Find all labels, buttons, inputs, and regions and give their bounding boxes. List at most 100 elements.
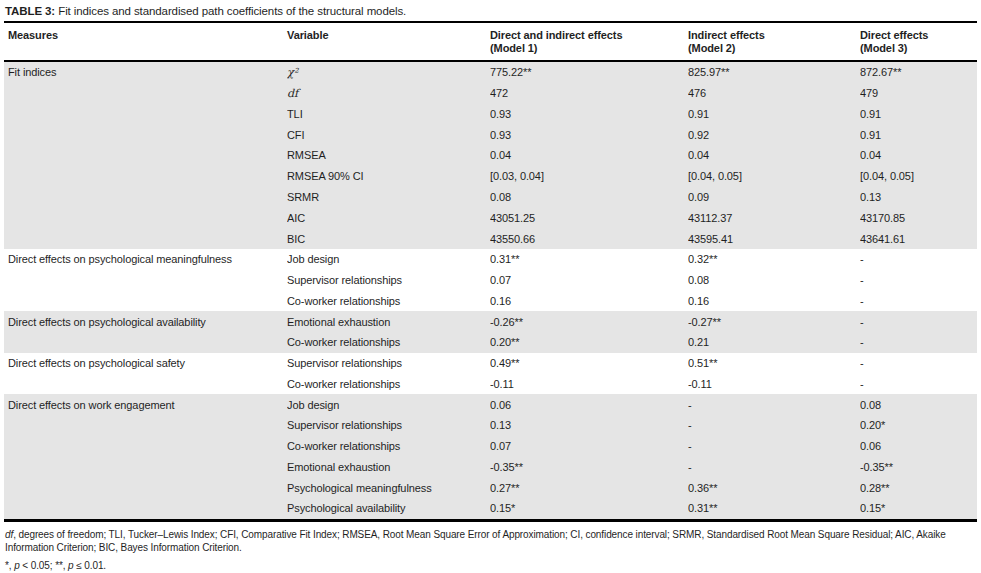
variable-cell: Job design	[287, 399, 490, 411]
column-header-model1: Direct and indirect effects (Model 1)	[490, 29, 688, 55]
model3-value: -	[860, 295, 977, 307]
measure-cell: Direct effects on psychological meaningf…	[8, 253, 287, 265]
model1-value: 775.22**	[490, 66, 688, 78]
table-row: Direct effects on psychological meaningf…	[4, 249, 977, 270]
model1-value: 0.08	[490, 191, 688, 203]
model1-value: 0.04	[490, 149, 688, 161]
model3-value: 0.06	[860, 440, 977, 452]
variable-cell: Psychological availability	[287, 502, 490, 514]
model1-value: 43051.25	[490, 212, 688, 224]
table-number-label: TABLE 3:	[5, 5, 55, 17]
variable-cell: Job design	[287, 253, 490, 265]
model2-value: 0.09	[688, 191, 860, 203]
table-row: Direct effects on work engagementJob des…	[4, 394, 977, 415]
table-row: Co-worker relationships0.20**0.21-	[4, 332, 977, 353]
model1-value: 43550.66	[490, 233, 688, 245]
variable-cell: TLI	[287, 108, 490, 120]
model3-value: 43170.85	[860, 212, 977, 224]
column-header-model3: Direct effects (Model 3)	[860, 29, 977, 55]
model1-value: 0.93	[490, 129, 688, 141]
model3-value: 43641.61	[860, 233, 977, 245]
model2-value: 0.92	[688, 129, 860, 141]
model3-value: 0.20*	[860, 419, 977, 431]
table-row: Direct effects on psychological safetySu…	[4, 353, 977, 374]
model2-value: 0.31**	[688, 502, 860, 514]
table-title: TABLE 3: Fit indices and standardised pa…	[4, 3, 977, 23]
variable-cell: Co-worker relationships	[287, 295, 490, 307]
variable-cell: BIC	[287, 233, 490, 245]
column-header-variable: Variable	[287, 29, 490, 55]
variable-cell: RMSEA 90% CI	[287, 170, 490, 182]
model2-value: 0.16	[688, 295, 860, 307]
model1-value: 0.49**	[490, 357, 688, 369]
model3-value: 0.91	[860, 108, 977, 120]
column-header-model2: Indirect effects (Model 2)	[688, 29, 860, 55]
table-row: Direct effects on psychological availabi…	[4, 311, 977, 332]
model3-value: -	[860, 336, 977, 348]
measure-cell: Direct effects on psychological safety	[8, 357, 287, 369]
table-row: BIC43550.6643595.4143641.61	[4, 228, 977, 249]
variable-cell: CFI	[287, 129, 490, 141]
model1-value: -0.26**	[490, 316, 688, 328]
paper-table-figure: TABLE 3: Fit indices and standardised pa…	[0, 0, 981, 573]
model2-value: 0.32**	[688, 253, 860, 265]
table-title-text: Fit indices and standardised path coeffi…	[55, 5, 406, 17]
table-row: df472476479	[4, 83, 977, 104]
model3-value: -	[860, 274, 977, 286]
model3-value: 0.13	[860, 191, 977, 203]
model2-value: 0.91	[688, 108, 860, 120]
table-row: Psychological availability0.15*0.31**0.1…	[4, 498, 977, 519]
table-header-row: Measures Variable Direct and indirect ef…	[4, 23, 977, 62]
variable-cell: Emotional exhaustion	[287, 316, 490, 328]
model1-value: 0.16	[490, 295, 688, 307]
model2-value: 43595.41	[688, 233, 860, 245]
model1-value: 472	[490, 87, 688, 99]
model1-value: -0.35**	[490, 461, 688, 473]
model3-value: 0.04	[860, 149, 977, 161]
model1-value: 0.06	[490, 399, 688, 411]
model3-value: -	[860, 316, 977, 328]
model3-value: [0.04, 0.05]	[860, 170, 977, 182]
model3-value: 0.08	[860, 399, 977, 411]
table-row: Co-worker relationships-0.11-0.11-	[4, 373, 977, 394]
model2-value: 476	[688, 87, 860, 99]
variable-cell: Supervisor relationships	[287, 274, 490, 286]
model3-value: 0.91	[860, 129, 977, 141]
table-row: Supervisor relationships0.13-0.20*	[4, 415, 977, 436]
model2-value: -	[688, 419, 860, 431]
model1-value: 0.13	[490, 419, 688, 431]
table-row: Co-worker relationships0.160.16-	[4, 290, 977, 311]
variable-cell: df	[287, 87, 490, 100]
variable-cell: Psychological meaningfulness	[287, 482, 490, 494]
model3-value: 479	[860, 87, 977, 99]
model3-value: -	[860, 357, 977, 369]
table-row: TLI0.930.910.91	[4, 104, 977, 125]
table-footnotes: df, degrees of freedom; TLI, Tucker–Lewi…	[4, 522, 977, 572]
model2-value: -	[688, 399, 860, 411]
measure-cell: Fit indices	[8, 66, 287, 78]
table-row: CFI0.930.920.91	[4, 124, 977, 145]
model2-value: 0.21	[688, 336, 860, 348]
model2-value: [0.04, 0.05]	[688, 170, 860, 182]
model3-value: 0.28**	[860, 482, 977, 494]
table-row: Supervisor relationships0.070.08-	[4, 270, 977, 291]
model3-value: 872.67**	[860, 66, 977, 78]
table-row: RMSEA0.040.040.04	[4, 145, 977, 166]
measure-cell: Direct effects on psychological availabi…	[8, 316, 287, 328]
variable-cell: Co-worker relationships	[287, 440, 490, 452]
table-row: Psychological meaningfulness0.27**0.36**…	[4, 477, 977, 498]
table-row: AIC43051.2543112.3743170.85	[4, 207, 977, 228]
model1-value: [0.03, 0.04]	[490, 170, 688, 182]
column-header-measures: Measures	[8, 29, 287, 55]
variable-cell: Emotional exhaustion	[287, 461, 490, 473]
variable-cell: SRMR	[287, 191, 490, 203]
table-row: SRMR0.080.090.13	[4, 187, 977, 208]
model2-value: 0.36**	[688, 482, 860, 494]
model2-value: 0.08	[688, 274, 860, 286]
model1-value: 0.31**	[490, 253, 688, 265]
significance-footnote: *, p < 0.05; **, p ≤ 0.01.	[5, 559, 973, 572]
table-row: Emotional exhaustion-0.35**--0.35**	[4, 457, 977, 478]
model1-value: 0.15*	[490, 502, 688, 514]
variable-cell: AIC	[287, 212, 490, 224]
abbreviations-footnote: df, degrees of freedom; TLI, Tucker–Lewi…	[5, 528, 973, 554]
